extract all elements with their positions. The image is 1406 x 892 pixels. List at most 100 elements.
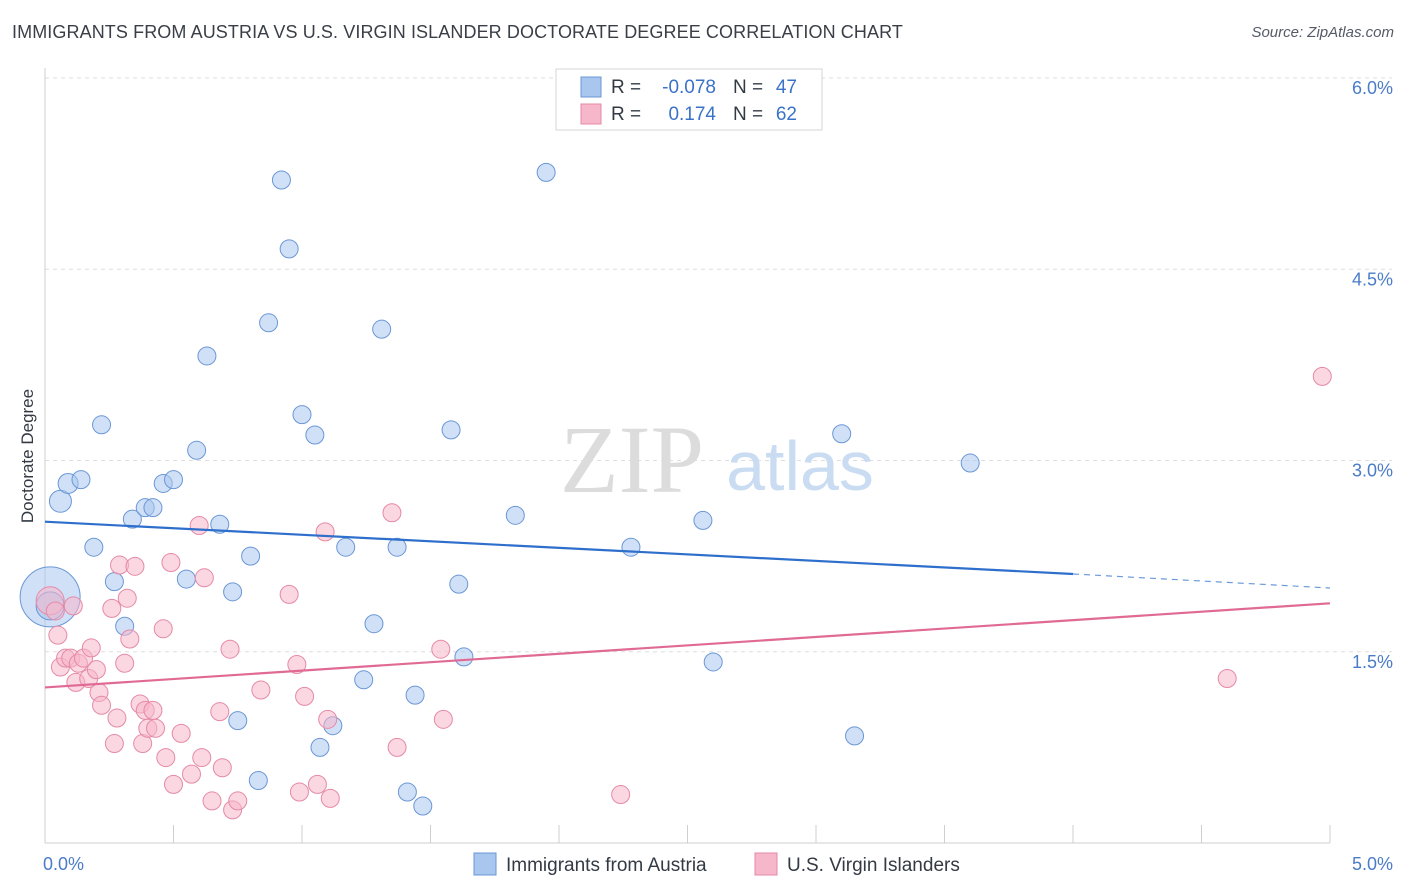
data-point-series1-39: [210, 702, 230, 722]
data-point-series0-14: [176, 569, 196, 589]
data-point-series1-53: [382, 503, 402, 523]
data-point-series1-2: [48, 625, 68, 645]
data-point-series0-44: [703, 652, 723, 672]
legend-n-value-2: 62: [776, 104, 797, 125]
data-point-series1-47: [289, 782, 309, 802]
data-point-series1-57: [611, 785, 631, 805]
trend-line-series1: [44, 602, 1331, 689]
data-point-series1-38: [202, 791, 222, 811]
data-point-series0-23: [271, 170, 291, 190]
data-point-series1-14: [92, 695, 112, 715]
legend-r-value-1: -0.078: [662, 77, 716, 98]
bottom-legend-label-austria: Immigrants from Austria: [506, 855, 707, 876]
data-point-series0-24: [279, 239, 299, 259]
bottom-legend-swatch-austria: [473, 852, 497, 876]
data-point-series0-11: [143, 498, 163, 518]
data-point-series1-30: [156, 748, 176, 768]
data-point-series1-43: [228, 791, 248, 811]
data-point-series0-47: [960, 453, 980, 473]
tick-labels: 1.5% 3.0% 4.5% 6.0% 0.0% 5.0%: [43, 78, 1393, 874]
data-point-series1-29: [153, 619, 173, 639]
y-tick-label-2: 4.5%: [1352, 269, 1393, 289]
y-tick-label-1: 3.0%: [1352, 461, 1393, 481]
data-point-series1-6: [63, 596, 83, 616]
data-point-series0-41: [536, 162, 556, 182]
data-point-series0-16: [197, 346, 217, 366]
data-point-series0-43: [693, 510, 713, 530]
data-point-series0-27: [310, 737, 330, 757]
data-point-series1-12: [86, 660, 106, 680]
data-point-series0-5: [84, 537, 104, 557]
data-point-series1-31: [161, 553, 181, 572]
data-point-series0-15: [187, 440, 207, 460]
bottom-legend: Immigrants from Austria U.S. Virgin Isla…: [473, 852, 960, 876]
data-point-series0-7: [104, 572, 124, 592]
data-point-series0-32: [364, 614, 384, 634]
legend-r-label-1: R =: [611, 77, 641, 98]
legend-swatch-virgin-islanders: [580, 103, 602, 125]
data-point-series0-31: [372, 319, 392, 339]
data-point-series0-42: [621, 537, 641, 557]
data-point-series0-20: [241, 546, 261, 566]
bottom-legend-swatch-virgin-islanders: [754, 852, 778, 876]
y-tick-label-0: 1.5%: [1352, 652, 1393, 672]
data-point-series1-20: [117, 588, 137, 608]
data-point-series1-40: [212, 758, 232, 778]
data-point-series0-39: [454, 647, 474, 667]
data-point-series1-15: [102, 598, 122, 618]
data-point-series0-38: [449, 574, 469, 594]
data-point-series0-25: [292, 405, 312, 425]
data-point-series1-45: [279, 584, 299, 604]
data-point-series1-56: [433, 709, 453, 729]
data-point-series1-36: [192, 748, 212, 768]
chart-title: IMMIGRANTS FROM AUSTRIA VS U.S. VIRGIN I…: [12, 22, 903, 42]
data-point-series1-33: [171, 723, 191, 743]
grid-lines: [45, 77, 1392, 653]
data-point-series1-58: [1217, 669, 1237, 689]
data-point-series0-40: [505, 505, 525, 525]
bottom-legend-label-virgin-islanders: U.S. Virgin Islanders: [787, 855, 960, 876]
legend-r-label-2: R =: [611, 104, 641, 125]
data-point-series1-17: [107, 708, 127, 728]
data-point-series1-55: [431, 639, 451, 659]
data-point-series1-28: [146, 718, 166, 738]
data-point-series1-49: [307, 774, 327, 794]
y-tick-label-3: 6.0%: [1352, 78, 1393, 98]
data-point-series0-19: [228, 711, 248, 731]
data-point-series1-1: [45, 601, 65, 621]
data-point-series1-37: [194, 568, 214, 588]
data-point-series0-37: [441, 420, 461, 440]
data-point-series1-41: [220, 639, 240, 659]
data-point-series0-34: [397, 782, 417, 802]
x-tick-label-0: 0.0%: [43, 854, 84, 874]
data-point-series0-13: [164, 470, 183, 490]
data-point-series0-6: [92, 415, 112, 435]
data-point-series1-35: [189, 516, 209, 536]
data-point-series1-46: [287, 655, 307, 674]
data-point-series0-17: [210, 514, 230, 534]
data-point-series1-21: [120, 629, 140, 649]
legend-n-label-1: N =: [733, 77, 763, 98]
data-point-series1-22: [125, 556, 145, 576]
data-point-series1-32: [164, 774, 183, 794]
data-point-series1-52: [320, 788, 340, 808]
y-axis-title: Doctorate Degree: [18, 389, 37, 523]
trend-line-series0: [44, 520, 1074, 576]
data-point-series0-33: [387, 537, 407, 557]
trend-lines: [44, 520, 1331, 689]
data-point-series1-34: [181, 764, 201, 784]
legend-n-label-2: N =: [733, 104, 763, 125]
watermark-zip: ZIP: [560, 406, 704, 513]
data-point-series1-54: [387, 737, 407, 757]
data-point-series1-48: [295, 686, 315, 706]
source-label: Source: ZipAtlas.com: [1251, 24, 1394, 41]
data-point-series0-4: [71, 470, 91, 490]
watermark-atlas: atlas: [726, 427, 874, 505]
data-point-series0-18: [223, 582, 243, 602]
data-point-series1-44: [251, 680, 271, 700]
trend-extension-series0: [1072, 573, 1331, 589]
legend-n-value-1: 47: [776, 77, 797, 98]
data-point-series1-51: [318, 709, 338, 729]
data-point-series0-46: [845, 726, 865, 746]
data-point-series0-22: [259, 313, 279, 333]
